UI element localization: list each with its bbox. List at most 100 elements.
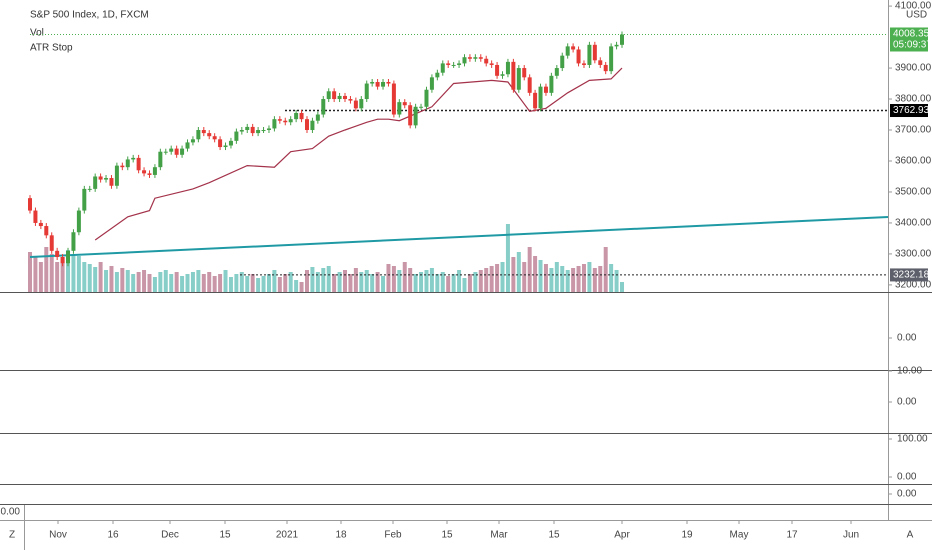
candle: [82, 188, 87, 211]
candle: [60, 257, 65, 264]
candle: [457, 63, 462, 65]
volume-bar: [359, 272, 364, 292]
x-tick-label: 15: [548, 530, 560, 541]
volume-bar: [310, 267, 315, 292]
volume-bar: [326, 266, 331, 292]
candle: [603, 64, 608, 72]
volume-bar: [419, 272, 424, 292]
candle: [136, 157, 141, 171]
indicator-label: ATR Stop: [30, 43, 73, 54]
volume-bar: [136, 272, 141, 292]
candle: [337, 95, 342, 100]
candle: [120, 165, 125, 168]
volume-bar: [538, 260, 543, 292]
price-tag-label: 3232.18: [893, 270, 930, 281]
x-tick-label: Mar: [490, 530, 508, 541]
volume-bar: [283, 274, 288, 292]
candle: [28, 198, 32, 211]
candle: [397, 102, 402, 115]
candle: [207, 133, 212, 137]
candle: [467, 57, 472, 59]
candle: [114, 165, 119, 186]
volume-bar: [250, 274, 255, 292]
corner-button[interactable]: Z: [9, 530, 15, 541]
x-tick-label: 2021: [276, 530, 299, 541]
volume-bar: [272, 270, 277, 292]
candle: [560, 55, 565, 69]
x-tick-label: 16: [107, 530, 119, 541]
volume-bar: [543, 264, 548, 292]
candle: [326, 91, 331, 100]
volume-bar: [375, 272, 380, 292]
candle: [522, 68, 527, 78]
volume-bar: [549, 268, 554, 292]
volume-bar: [603, 247, 608, 292]
volume-bar: [304, 270, 309, 292]
volume-bar: [76, 256, 81, 292]
y-tick-label: 3500.00: [895, 187, 932, 198]
candle: [614, 44, 619, 47]
candle: [571, 46, 576, 50]
volume-bar: [147, 274, 152, 292]
volume-bar: [190, 272, 195, 292]
volume-bar: [495, 264, 500, 292]
x-tick-label: Feb: [384, 530, 402, 541]
candle: [543, 86, 548, 93]
candle: [321, 99, 326, 115]
volume-bar: [294, 280, 299, 292]
candle: [516, 68, 521, 90]
candle: [218, 139, 223, 148]
volume-bar: [185, 274, 190, 292]
volume-bar: [571, 268, 576, 292]
volume-bar: [223, 270, 228, 292]
x-tick-label: Dec: [161, 530, 179, 541]
pane-scale-label: 0.00: [897, 472, 917, 483]
candle: [381, 81, 386, 87]
volume-bar: [554, 262, 559, 292]
volume-bar: [343, 270, 348, 292]
volume-bar: [332, 274, 337, 292]
y-tick-label: 3400.00: [895, 218, 932, 229]
candle: [473, 57, 478, 59]
volume-bar: [527, 247, 532, 292]
candle: [288, 119, 293, 123]
x-tick-label: Apr: [614, 530, 630, 541]
volume-bar: [413, 274, 418, 292]
left-scale-label: 0.00: [1, 507, 21, 518]
volume-bar: [55, 262, 60, 292]
price-tag: [890, 27, 928, 52]
candle: [245, 126, 250, 131]
volume-bar: [174, 272, 179, 292]
price-tag-label: 4008.35: [893, 29, 930, 40]
volume-bar: [397, 270, 402, 292]
volume-bar: [598, 266, 603, 292]
candle: [495, 64, 500, 76]
candle: [565, 46, 570, 56]
candle: [228, 140, 233, 146]
volume-bar: [451, 274, 456, 292]
corner-button[interactable]: A: [907, 530, 914, 541]
x-tick-label: 17: [786, 530, 798, 541]
pane-scale-label: 10.00: [897, 366, 922, 377]
candle: [609, 46, 614, 72]
candle: [429, 77, 434, 90]
volume-bar: [93, 267, 98, 292]
x-tick-label: 19: [681, 530, 693, 541]
candle: [419, 106, 424, 108]
volume-bar: [473, 272, 478, 292]
candle: [76, 210, 81, 233]
candle: [180, 148, 185, 155]
candle: [310, 120, 315, 131]
y-tick-label: 3700.00: [895, 125, 932, 136]
volume-bar: [315, 272, 320, 292]
price-tag-label: 3762.93: [893, 105, 930, 116]
candle: [185, 142, 190, 149]
volume-bar: [587, 262, 592, 292]
candle: [152, 167, 157, 175]
volume-bar: [261, 276, 266, 292]
volume-bar: [288, 272, 293, 292]
candle: [71, 232, 76, 251]
candle: [549, 75, 554, 93]
candle: [446, 63, 451, 65]
volume-bar: [489, 266, 494, 292]
